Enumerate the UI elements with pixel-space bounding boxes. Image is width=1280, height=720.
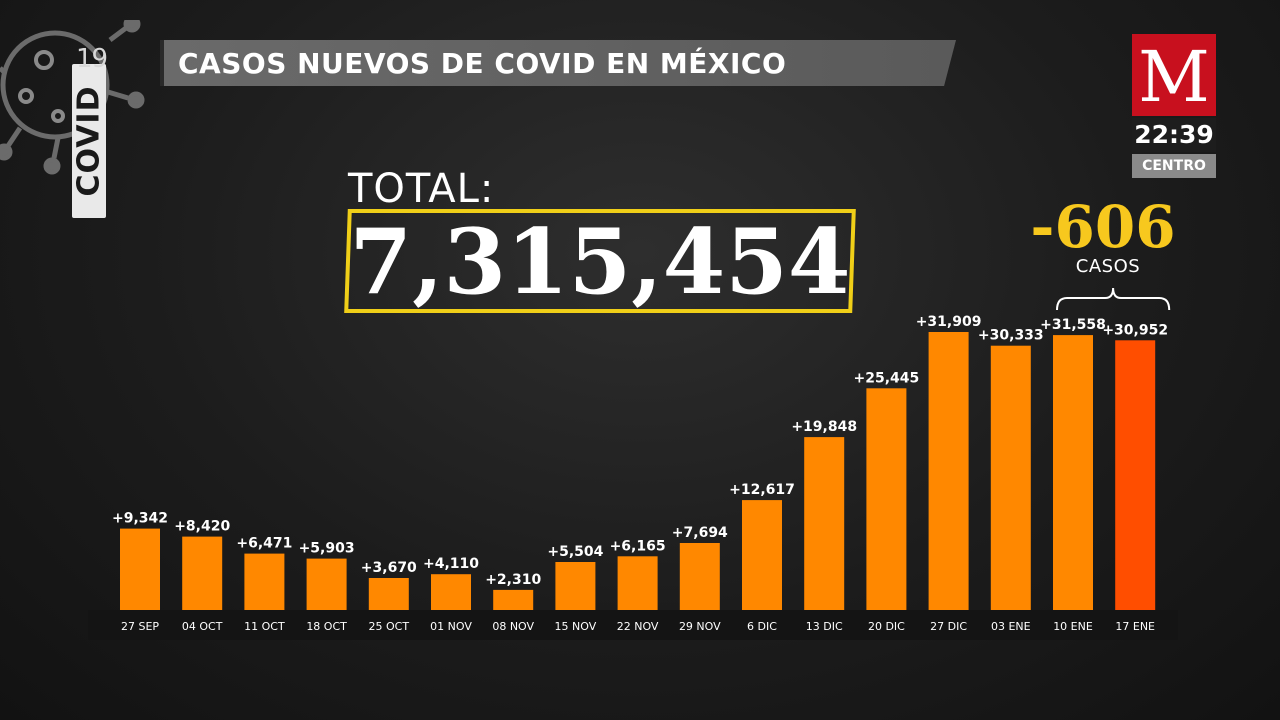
category-label: 27 DIC [930, 620, 967, 633]
comparison-bracket [1056, 287, 1171, 311]
category-label: 25 OCT [369, 620, 410, 633]
data-label: +31,909 [916, 314, 982, 330]
axis-strip [88, 610, 1178, 640]
bar [244, 553, 285, 610]
category-label: 13 DIC [806, 620, 843, 633]
data-label: +19,848 [791, 419, 857, 435]
bar [493, 589, 534, 610]
bar [679, 543, 720, 610]
category-label: 08 NOV [492, 620, 534, 633]
timezone-label: CENTRO [1132, 154, 1216, 178]
bar [990, 345, 1031, 610]
difference-value: -606 [1030, 193, 1176, 261]
bar [306, 558, 347, 610]
category-label: 10 ENE [1053, 620, 1093, 633]
covid-logo: COVID 19 [0, 15, 160, 218]
bar [1115, 340, 1156, 610]
category-label: 29 NOV [679, 620, 721, 633]
difference-unit: CASOS [1075, 256, 1141, 277]
bar [431, 574, 471, 610]
data-label: +31,558 [1040, 317, 1106, 333]
title-banner: CASOS NUEVOS DE COVID EN MÉXICO [160, 40, 956, 86]
bar [928, 332, 969, 610]
category-label: 20 DIC [868, 620, 905, 633]
bar [182, 536, 223, 610]
virus-icon [0, 15, 145, 175]
category-label: 11 OCT [244, 620, 285, 633]
category-label: 01 NOV [430, 620, 472, 633]
bar [617, 556, 658, 610]
category-label: 04 OCT [182, 620, 223, 633]
data-label: +30,333 [978, 328, 1044, 344]
total-value: 7,315,454 [349, 209, 851, 315]
data-label: +8,420 [174, 519, 230, 535]
total-label: TOTAL: [348, 166, 495, 212]
category-label: 17 ENE [1115, 620, 1155, 633]
data-label: +6,165 [610, 538, 666, 554]
bar [555, 562, 596, 610]
bar [804, 437, 845, 610]
category-label: 03 ENE [991, 620, 1031, 633]
category-label: 6 DIC [747, 620, 777, 633]
data-label: +12,617 [729, 482, 795, 498]
category-label: 22 NOV [617, 620, 659, 633]
data-label: +7,694 [672, 525, 728, 541]
bar [368, 578, 409, 610]
bar [120, 528, 160, 610]
data-label: +25,445 [854, 370, 920, 386]
covid-badge: COVID [72, 64, 107, 218]
page-title: CASOS NUEVOS DE COVID EN MÉXICO [178, 47, 787, 80]
brand-letter: M [1138, 36, 1210, 118]
bar [742, 500, 782, 610]
data-label: +6,471 [236, 536, 292, 552]
data-label: +2,310 [485, 572, 541, 588]
data-label: +3,670 [361, 560, 417, 576]
covid-number: 19 [76, 44, 108, 74]
category-label: 15 NOV [555, 620, 597, 633]
data-label: +4,110 [423, 556, 479, 572]
data-label: +5,504 [547, 544, 603, 560]
category-label: 27 SEP [121, 620, 159, 633]
brand-logo: M [1132, 34, 1216, 116]
data-label: +5,903 [299, 541, 355, 557]
clock-time: 22:39 [1132, 118, 1216, 152]
bar [866, 388, 907, 610]
category-label: 18 OCT [306, 620, 347, 633]
data-label: +30,952 [1102, 322, 1168, 338]
data-label: +9,342 [112, 511, 168, 527]
bar [1053, 335, 1093, 610]
